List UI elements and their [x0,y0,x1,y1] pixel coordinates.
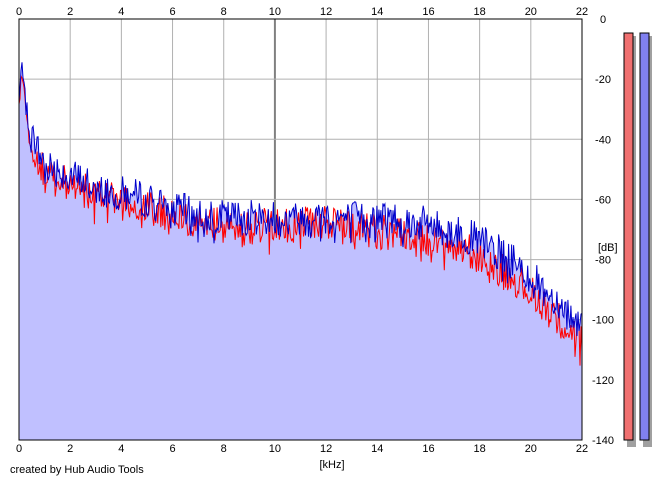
x-tick-label-top: 22 [576,6,588,18]
y-tick-label: 0 [600,14,606,26]
x-tick-label-bottom: 2 [67,443,73,455]
y-tick-label: -80 [595,255,611,267]
x-tick-label-bottom: 16 [422,443,434,455]
spectrum-lines [18,62,583,366]
x-tick-label-top: 12 [320,6,332,18]
x-tick-label-top: 20 [525,6,537,18]
x-tick-label-top: 16 [422,6,434,18]
x-tick-label-bottom: 12 [320,443,332,455]
x-tick-labels-top: 0 2 4 6 8 10 12 14 16 18 20 22 [16,6,588,18]
x-tick-label-top: 2 [67,6,73,18]
x-tick-label-bottom: 18 [474,443,486,455]
x-tick-label-bottom: 8 [221,443,227,455]
y-axis-label: [dB] [598,242,618,254]
x-tick-label-top: 6 [169,6,175,18]
x-tick-label-top: 8 [221,6,227,18]
right-level-meter [639,32,650,441]
y-tick-label: -20 [595,74,611,86]
y-tick-label: -120 [592,375,614,387]
x-tick-label-top: 18 [474,6,486,18]
x-tick-label-bottom: 20 [525,443,537,455]
x-tick-label-top: 4 [118,6,124,18]
level-meters [623,32,652,447]
y-tick-label: -60 [595,194,611,206]
x-tick-label-bottom: 0 [16,443,22,455]
x-tick-labels-bottom: 0 2 4 6 8 10 12 14 16 18 20 22 [16,443,588,455]
x-tick-label-bottom: 10 [269,443,281,455]
left-level-meter [623,32,634,441]
x-tick-label-top: 14 [371,6,383,18]
x-tick-label-bottom: 22 [576,443,588,455]
blue-channel-line [18,62,583,337]
y-tick-labels: 0 -20 -40 -60 -80 -100 -120 -140 [592,14,614,447]
plot-frame [18,18,583,441]
x-tick-label-top: 0 [16,6,22,18]
x-tick-label-bottom: 6 [169,443,175,455]
y-tick-label: -140 [592,435,614,447]
red-channel-line [18,74,583,366]
x-tick-label-bottom: 4 [118,443,124,455]
credit-text: created by Hub Audio Tools [10,464,144,476]
y-tick-label: -40 [595,134,611,146]
y-tick-label: -100 [592,315,614,327]
x-tick-label-bottom: 14 [371,443,383,455]
x-tick-label-top: 10 [269,6,281,18]
spectrum-areas [19,62,582,441]
x-axis-label: [kHz] [319,459,344,471]
spectrum-fill-area [19,62,582,441]
